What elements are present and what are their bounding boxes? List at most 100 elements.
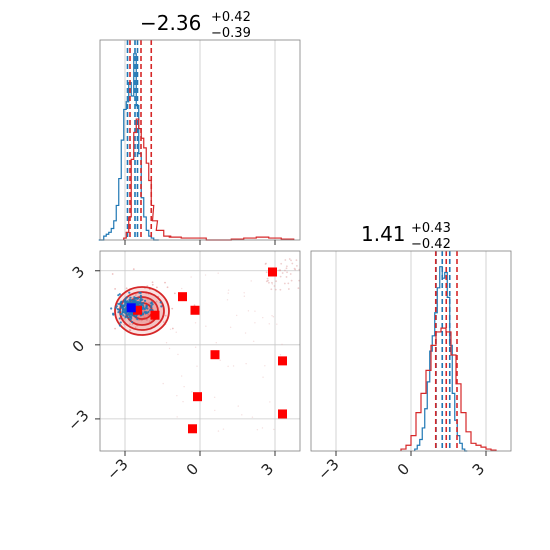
- joint-red-sample: [265, 280, 268, 283]
- joint-blue-sample: [119, 313, 122, 316]
- joint-red-sample: [147, 314, 150, 316]
- joint-red-sample: [131, 297, 134, 299]
- right-title-lower: −0.42: [411, 237, 451, 252]
- right-title: 1.41 +0.43 −0.42: [361, 221, 451, 252]
- joint-red-square: [133, 305, 142, 315]
- right-title-value: 1.41: [361, 222, 406, 246]
- joint-red-sample: [180, 375, 183, 377]
- joint-red-sample: [295, 259, 298, 262]
- joint-blue-sample: [117, 311, 120, 314]
- joint-blue-sample: [125, 300, 128, 303]
- joint-blue-sample: [125, 313, 128, 316]
- joint-red-sample: [276, 323, 278, 325]
- joint-red-sample: [285, 276, 288, 278]
- joint-blue-sample: [114, 306, 118, 309]
- joint-red-sample: [123, 317, 126, 320]
- joint-blue-sample: [143, 307, 146, 310]
- joint-blue-sample: [133, 296, 136, 299]
- joint-red-sample: [254, 322, 256, 324]
- joint-red-sample: [166, 286, 169, 289]
- joint-red-sample: [271, 314, 273, 317]
- joint-red-sample: [111, 273, 114, 275]
- joint-red-sample: [155, 300, 158, 303]
- joint-red-sample: [204, 274, 207, 276]
- joint-red-sample: [295, 264, 298, 267]
- joint-red-sample: [290, 279, 293, 282]
- joint-red-sample: [286, 271, 288, 274]
- joint-red-square: [178, 292, 187, 302]
- joint-blue-sample: [141, 298, 144, 301]
- joint-blue-sample: [119, 303, 122, 306]
- joint-blue-sample: [136, 318, 139, 321]
- joint-red-sample: [294, 268, 297, 271]
- joint-blue-sample: [144, 306, 148, 309]
- joint-red-sample: [114, 288, 116, 290]
- joint-blue-sample: [124, 297, 127, 301]
- joint-blue-sample: [135, 315, 138, 319]
- joint-blue-sample: [118, 324, 122, 327]
- joint-blue-sample: [139, 291, 142, 294]
- joint-red-sample: [278, 269, 281, 272]
- joint-blue-sample: [134, 301, 137, 304]
- joint-red-sample: [281, 343, 283, 346]
- joint-red-sample: [284, 269, 286, 272]
- joint-red-sample: [244, 332, 247, 334]
- joint-red-sample: [151, 283, 154, 286]
- joint-red-sample: [273, 428, 275, 431]
- joint-red-sample: [297, 287, 300, 290]
- joint-red-sample: [175, 331, 177, 333]
- joint-blue-sample: [121, 310, 124, 314]
- joint-red-sample: [148, 320, 151, 323]
- joint-red-sample: [217, 272, 219, 274]
- joint-blue-sample: [118, 317, 121, 320]
- joint-red-sample: [164, 314, 167, 317]
- joint-blue-sample: [150, 302, 153, 305]
- joint-red-sample: [183, 385, 185, 388]
- joint-red-sample: [245, 362, 247, 365]
- joint-red-sample: [151, 281, 154, 284]
- joint-blue-sample: [121, 304, 125, 308]
- joint-red-sample: [271, 283, 274, 285]
- joint-blue-sample: [137, 297, 140, 300]
- joint-red-square: [190, 305, 200, 315]
- joint-red-sample: [227, 365, 229, 368]
- joint-blue-sample: [131, 320, 134, 324]
- top-title-upper: +0.42: [211, 10, 251, 25]
- joint-red-sample: [256, 428, 259, 431]
- top-hist-series-1: [123, 118, 295, 241]
- joint-red-sample: [176, 416, 178, 418]
- joint-red-sample: [196, 365, 198, 367]
- joint-red-sample: [182, 400, 184, 403]
- joint-blue-sample: [141, 312, 145, 315]
- marginal-histogram-top: [98, 39, 301, 245]
- joint-red-sample: [176, 394, 178, 397]
- joint-red-sample: [134, 294, 137, 296]
- joint-red-sample: [173, 292, 176, 295]
- joint-red-sample: [270, 288, 273, 291]
- joint-red-sample: [155, 286, 158, 289]
- joint-red-square: [268, 267, 277, 277]
- joint-red-sample: [279, 288, 282, 291]
- joint-blue-sample: [139, 295, 142, 298]
- joint-red-sample: [283, 282, 286, 285]
- joint-red-sample: [275, 280, 278, 283]
- joint-red-sample: [261, 427, 264, 429]
- joint-blue-sample: [117, 294, 120, 297]
- joint-blue-sample: [160, 305, 163, 308]
- joint-red-sample: [213, 396, 216, 399]
- joint-red-sample: [148, 301, 151, 304]
- joint-red-sample: [289, 273, 292, 275]
- joint-blue-sample: [142, 302, 145, 305]
- joint-red-sample: [193, 304, 196, 307]
- joint-red-square: [193, 392, 202, 402]
- joint-blue-sample: [128, 316, 131, 319]
- joint-red-sample: [171, 327, 174, 330]
- joint-red-sample: [241, 414, 243, 416]
- joint-red-sample: [280, 262, 283, 265]
- joint-red-sample: [236, 314, 238, 317]
- joint-red-sample: [264, 365, 266, 367]
- joint-blue-sample: [159, 301, 162, 304]
- joint-red-sample: [232, 365, 235, 367]
- joint-blue-sample: [124, 310, 128, 313]
